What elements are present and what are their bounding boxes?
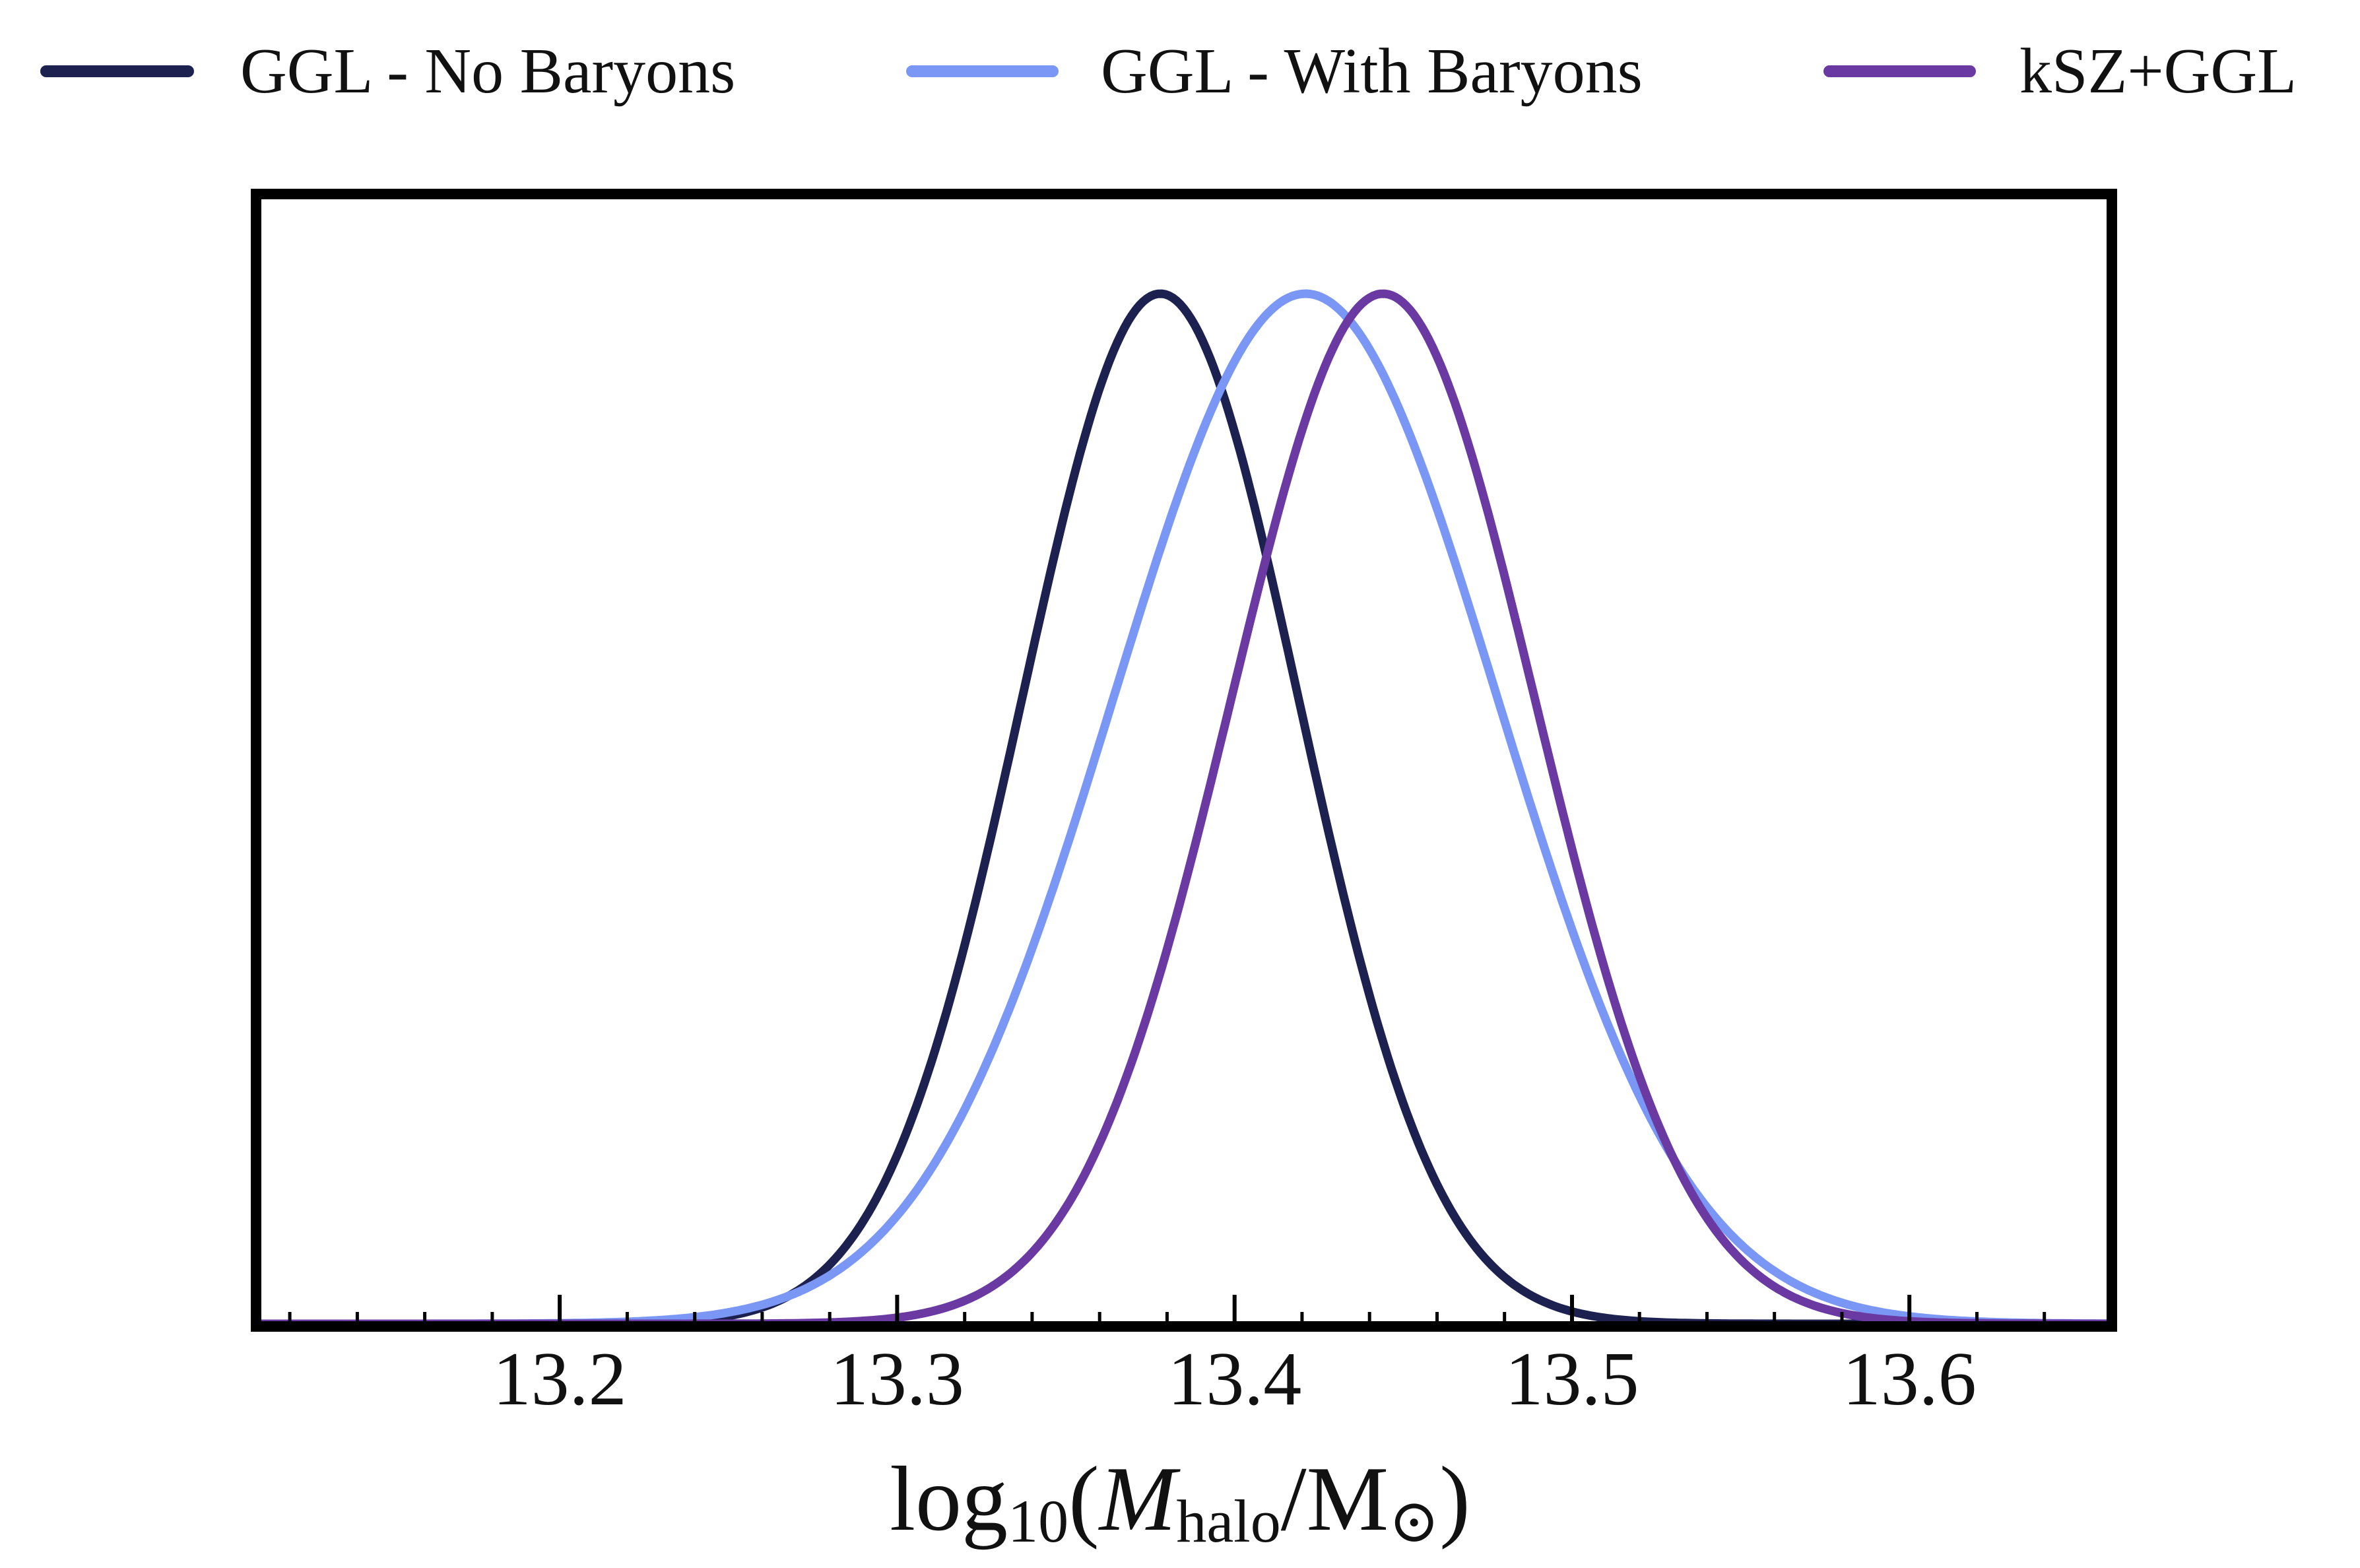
x-tick-label: 13.2 [493, 1337, 627, 1421]
x-tick-label: 13.5 [1505, 1337, 1639, 1421]
legend: GGL - No Baryons GGL - With Baryons kSZ+… [40, 36, 2297, 107]
legend-label-ggl-with-baryons: GGL - With Baryons [1101, 36, 1643, 107]
x-label-close-paren: ) [1439, 1448, 1470, 1550]
x-tick-label: 13.3 [830, 1337, 964, 1421]
x-label-log: log [890, 1448, 1008, 1550]
plot-area [251, 189, 2117, 1332]
x-axis-label: log10(Mhalo/M⊙) [890, 1448, 1470, 1555]
legend-label-ksz-ggl: kSZ+GGL [2019, 36, 2297, 107]
plot-frame [251, 189, 2117, 1332]
x-label-log-subscript: 10 [1008, 1487, 1068, 1555]
legend-entry-ggl-no-baryons: GGL - No Baryons [40, 36, 735, 107]
x-axis-ticks [288, 1295, 2114, 1326]
legend-label-ggl-no-baryons: GGL - No Baryons [240, 36, 735, 107]
legend-entry-ggl-with-baryons: GGL - With Baryons [906, 36, 1643, 107]
x-axis-tick-labels: 13.2 13.3 13.4 13.5 13.6 [493, 1337, 1977, 1421]
x-label-mass-variable: M [1098, 1448, 1181, 1550]
x-tick-label: 13.4 [1167, 1337, 1301, 1421]
x-label-halo-subscript: halo [1176, 1487, 1280, 1555]
x-label-sun-subscript: ⊙ [1389, 1487, 1439, 1555]
x-tick-label: 13.6 [1843, 1337, 1977, 1421]
legend-entry-ksz-ggl: kSZ+GGL [1823, 36, 2297, 107]
x-label-solar-mass: /M [1281, 1448, 1389, 1550]
x-label-open-paren: ( [1068, 1448, 1099, 1550]
